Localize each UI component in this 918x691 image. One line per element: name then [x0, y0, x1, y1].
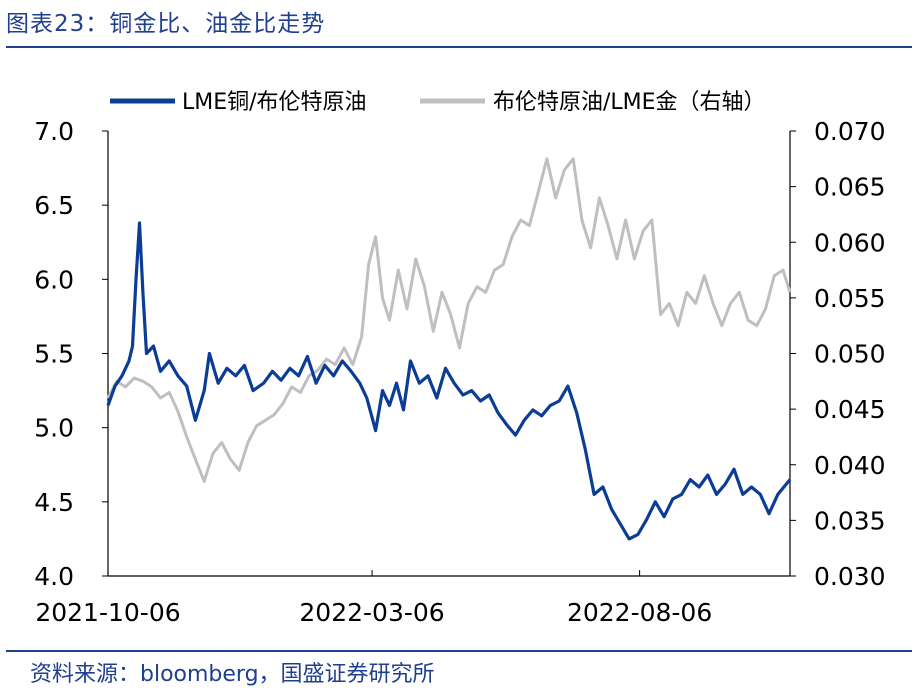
right-y-tick-label: 0.040 [814, 451, 886, 480]
right-y-tick-label: 0.045 [814, 395, 886, 424]
x-tick-label: 2022-08-06 [567, 598, 712, 627]
left-y-tick-label: 7.0 [34, 117, 74, 146]
left-y-tick-label: 5.0 [34, 414, 74, 443]
left-y-tick-label: 5.5 [34, 340, 74, 369]
source-divider [6, 650, 912, 652]
series-line-copper-oil [106, 221, 792, 541]
title-divider [6, 46, 912, 48]
legend-label-copper-oil: LME铜/布伦特原油 [182, 90, 367, 115]
x-tick-label: 2022-03-06 [299, 598, 444, 627]
chart-tick-labels: 4.0 4.5 5.0 5.5 6.0 6.5 7.0 0.030 0.035 0.040 0.04… [34, 117, 885, 627]
left-y-tick-label: 4.0 [34, 562, 74, 591]
right-y-tick-label: 0.070 [814, 117, 886, 146]
figure-title: 图表23：铜金比、油金比走势 [6, 11, 326, 37]
left-y-tick-label: 4.5 [34, 488, 74, 517]
right-y-tick-label: 0.050 [814, 340, 886, 369]
legend-label-oil-gold: 布伦特原油/LME金（右轴） [493, 90, 766, 115]
x-tick-label: 2021-10-06 [35, 598, 180, 627]
chart-axes [102, 130, 796, 577]
series-line-oil-gold [106, 157, 792, 483]
right-y-tick-label: 0.030 [814, 562, 886, 591]
right-y-tick-label: 0.035 [814, 506, 886, 535]
right-y-tick-label: 0.060 [814, 228, 886, 257]
right-y-tick-label: 0.065 [814, 173, 886, 202]
left-y-tick-label: 6.5 [34, 191, 74, 220]
chart-series-lines [106, 157, 792, 541]
source-note: 资料来源：bloomberg，国盛证券研究所 [30, 662, 435, 687]
right-y-tick-label: 0.055 [814, 284, 886, 313]
left-y-tick-label: 6.0 [34, 265, 74, 294]
chart-legend: LME铜/布伦特原油 布伦特原油/LME金（右轴） [110, 90, 766, 115]
